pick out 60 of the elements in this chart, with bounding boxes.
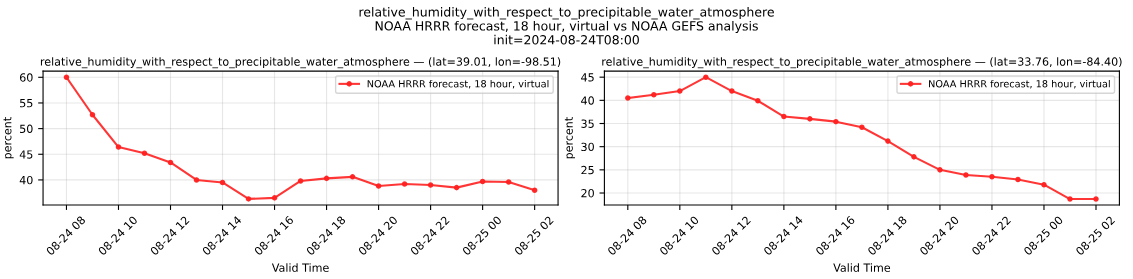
point xyxy=(453,184,460,191)
y-tick-label: 30 xyxy=(581,142,594,152)
point xyxy=(807,116,813,122)
point xyxy=(219,179,226,186)
point xyxy=(349,174,356,180)
point xyxy=(401,181,408,187)
point xyxy=(245,196,252,202)
point xyxy=(271,195,278,201)
point xyxy=(89,111,96,118)
y-tick-label: 20 xyxy=(581,188,594,198)
y-tick-label: 35 xyxy=(581,119,594,128)
point xyxy=(167,159,174,166)
point xyxy=(375,183,382,189)
point xyxy=(781,113,787,120)
y-tick-label: 45 xyxy=(19,150,33,159)
point xyxy=(323,175,330,182)
point xyxy=(677,88,683,94)
x-axis-title: Valid Time xyxy=(833,263,891,272)
point xyxy=(625,95,631,101)
point xyxy=(297,178,304,184)
y-tick-label: 45 xyxy=(581,73,594,82)
point xyxy=(729,88,735,94)
point xyxy=(703,74,709,80)
point xyxy=(1067,196,1073,202)
point xyxy=(531,187,538,193)
point xyxy=(937,167,943,173)
point xyxy=(193,177,200,183)
y-tick-label: 40 xyxy=(19,175,33,185)
point xyxy=(479,178,486,185)
point xyxy=(859,124,865,130)
chart-title: relative_humidity_with_respect_to_precipitable_water_atmosphere — (lat=39.01, lon=-98.51) xyxy=(40,57,561,69)
y-tick-label: 50 xyxy=(20,124,33,133)
y-axis-title: percent xyxy=(564,117,575,159)
y-tick-label: 40 xyxy=(581,96,594,105)
text: init=2024-08-24T08:00 xyxy=(494,34,639,45)
y-tick-label: 55 xyxy=(20,99,33,108)
y-tick-label: 60 xyxy=(19,73,33,82)
point xyxy=(1041,181,1047,188)
point xyxy=(1093,196,1099,202)
point xyxy=(885,138,891,144)
y-tick-label: 25 xyxy=(581,165,594,175)
point xyxy=(1015,176,1021,183)
point xyxy=(963,172,969,178)
point xyxy=(505,179,512,185)
point xyxy=(141,150,148,157)
point xyxy=(989,174,995,180)
x-axis-title: Valid Time xyxy=(271,263,329,272)
point xyxy=(833,118,839,125)
point xyxy=(755,98,761,104)
legend-label: NOAA HRRR forecast, 18 hour, virtual xyxy=(929,79,1110,89)
text: relative_humidity_with_respect_to_precipitable_water_atmosphere xyxy=(359,6,774,20)
point xyxy=(63,74,70,81)
point xyxy=(115,144,122,150)
point xyxy=(911,154,917,160)
text: NOAA HRRR forecast, 18 hour, virtual vs NOAA GEFS analysis xyxy=(375,20,758,34)
legend-label: NOAA HRRR forecast, 18 hour, virtual xyxy=(367,79,549,89)
chart-title: relative_humidity_with_respect_to_precipitable_water_atmosphere — (lat=33.76, lon=-84.40) xyxy=(602,57,1122,69)
point xyxy=(427,182,434,188)
point xyxy=(651,91,657,98)
y-axis-title: percent xyxy=(3,117,14,159)
